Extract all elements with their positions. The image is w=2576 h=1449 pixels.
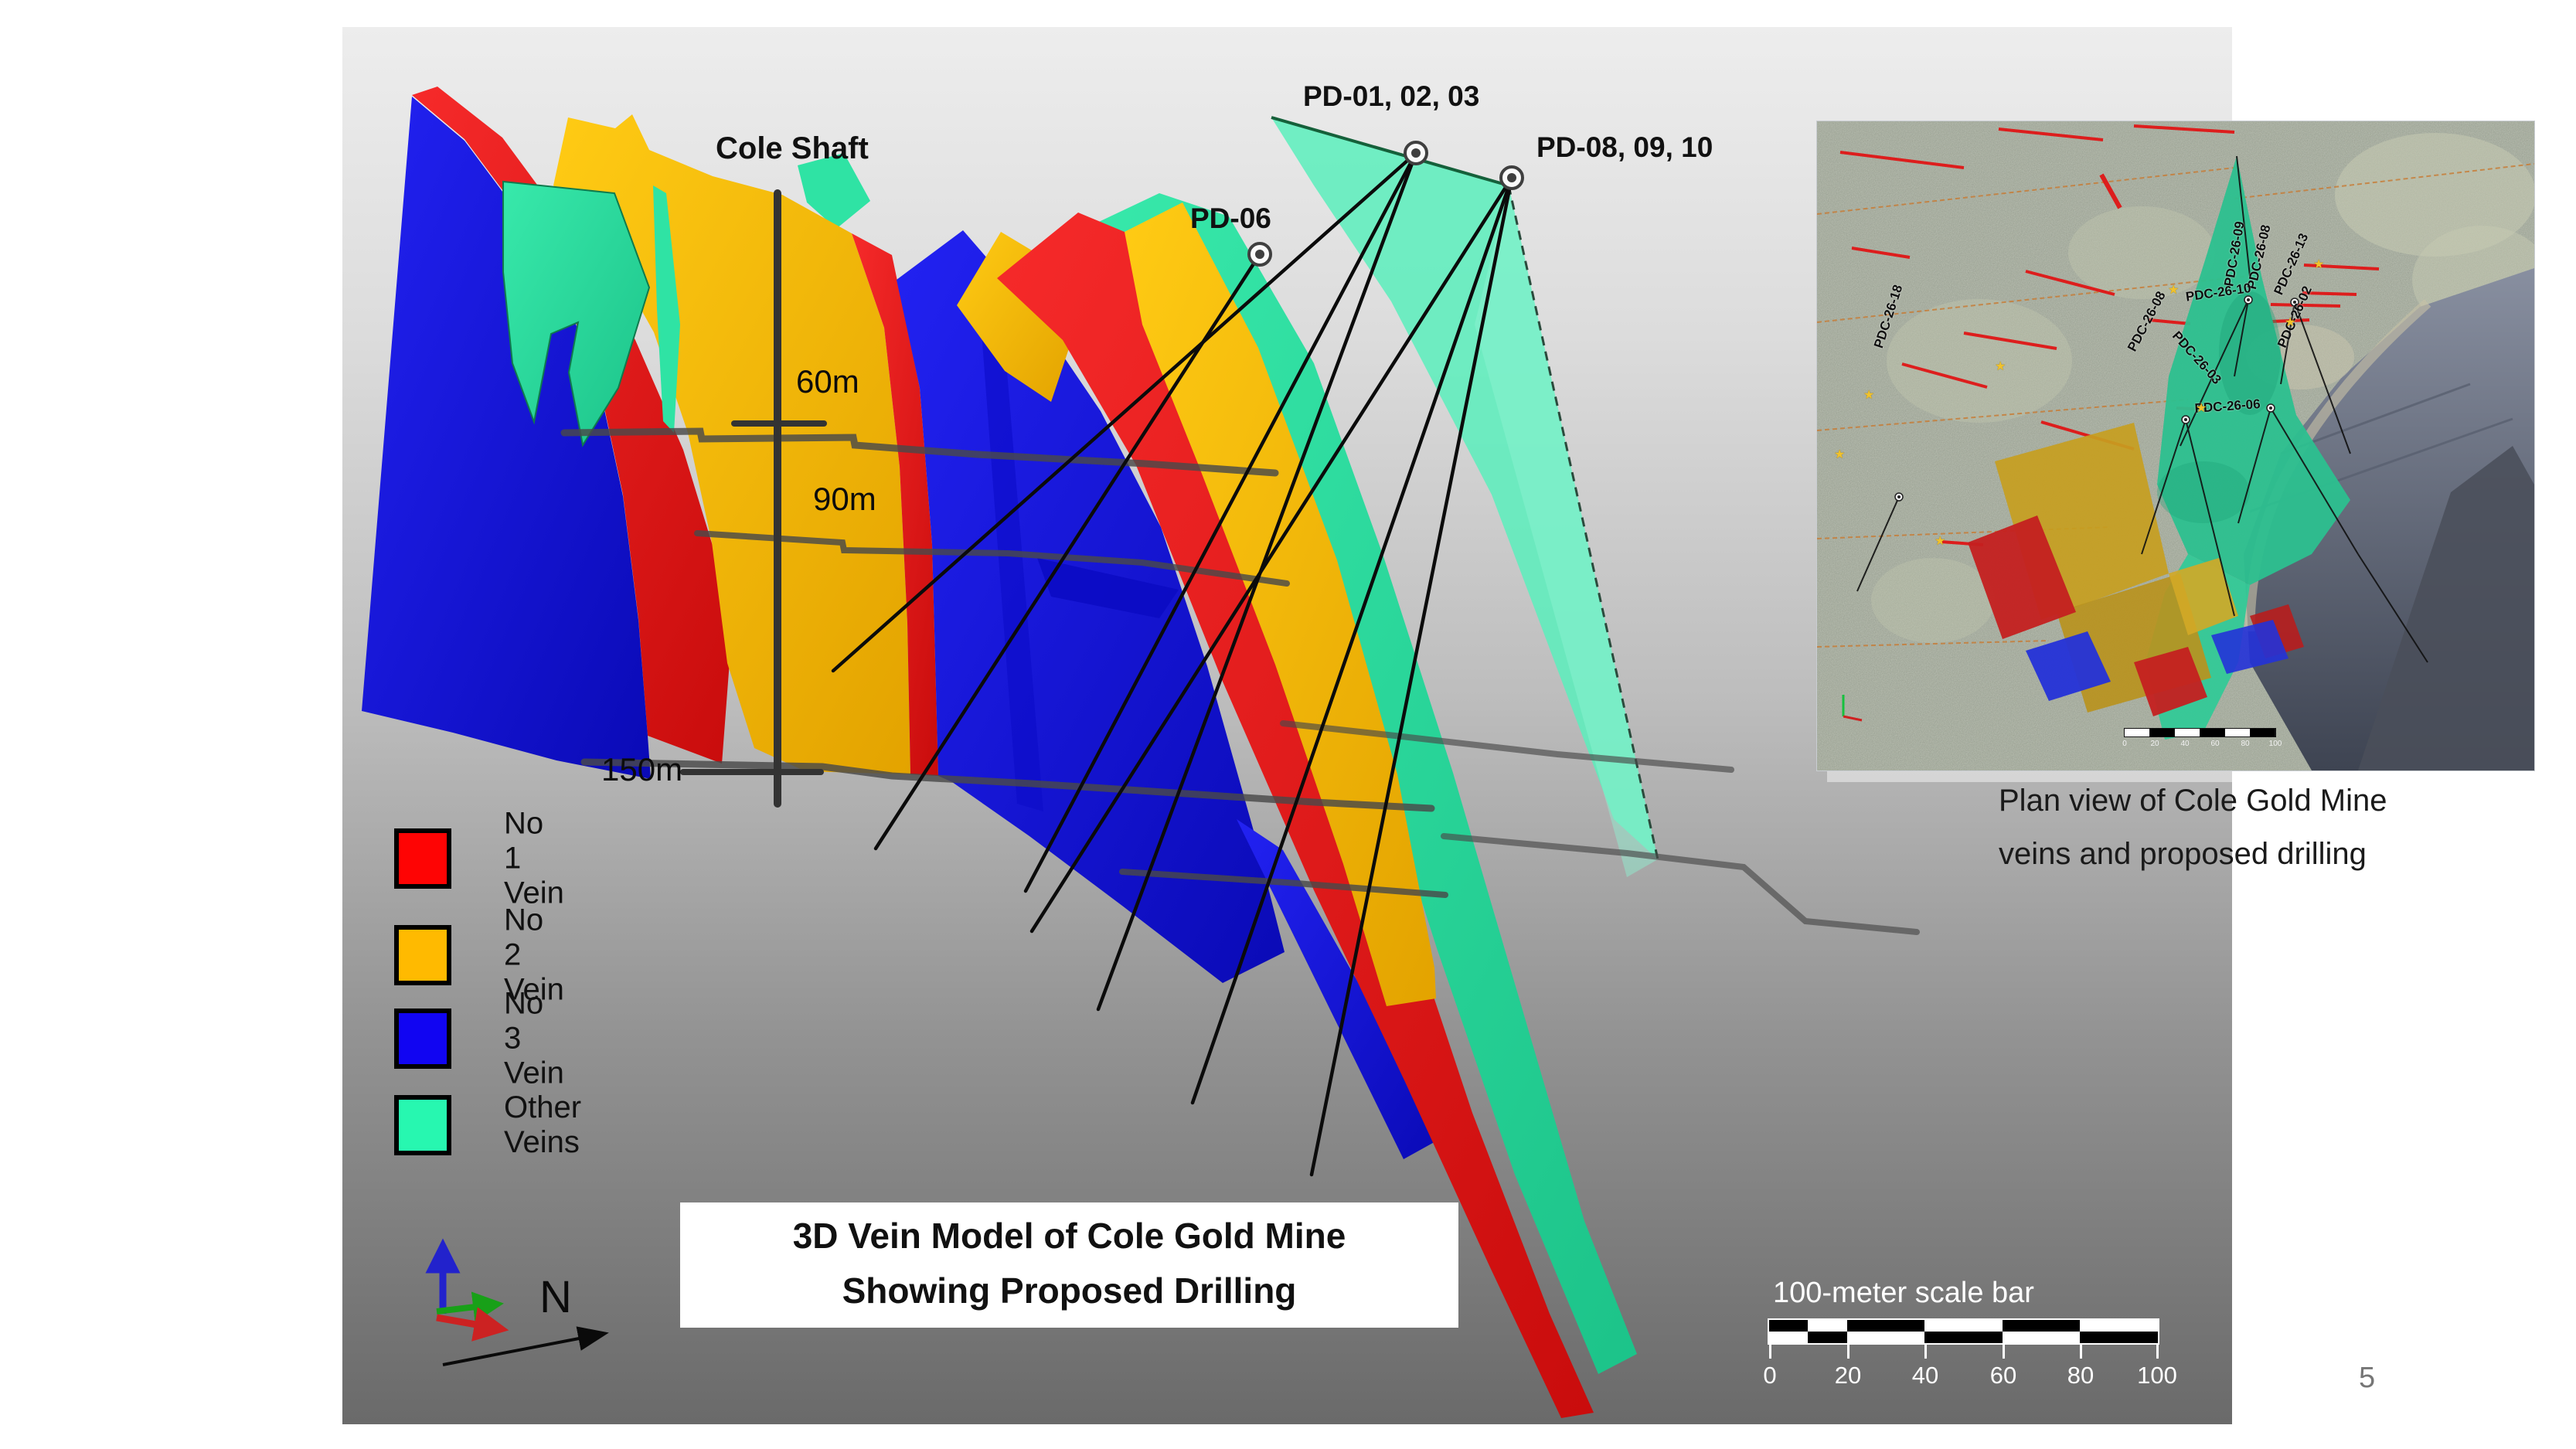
legend-swatch-no3-vein: [394, 1009, 451, 1069]
structure-trace-lines: [1817, 163, 2534, 648]
star-marker: ★: [2285, 316, 2296, 329]
depth-label-90m: 90m: [813, 481, 876, 517]
scale-tick: [2080, 1345, 2082, 1359]
scale-tick-label-20: 20: [1834, 1362, 1862, 1389]
inset-vein-polygons: [1968, 156, 2350, 740]
drill-trace-lines: [831, 151, 1514, 1177]
star-marker: ★: [1995, 360, 2006, 373]
inset-scale-tick-label: 0: [2122, 740, 2127, 748]
north-label: N: [539, 1272, 572, 1322]
legend-label-no1-vein: No 1 Vein: [504, 806, 564, 910]
scale-tick: [1847, 1345, 1849, 1359]
collar-label-pd06: PD-06: [1190, 202, 1271, 234]
depth-label-60m: 60m: [796, 363, 859, 400]
figure-title-line1: 3D Vein Model of Cole Gold Mine: [792, 1216, 1346, 1256]
star-marker: ★: [1834, 448, 1846, 461]
scale-tick-label-0: 0: [1763, 1362, 1777, 1389]
star-marker: ★: [2196, 402, 2207, 415]
inset-collar-markers: [1894, 295, 2299, 502]
axes-triad-icon: [425, 1238, 509, 1342]
star-marker: ★: [1863, 389, 1875, 402]
inset-drill-traces: [1856, 155, 2428, 663]
page-number: 5: [2359, 1362, 2376, 1394]
legend-label-other-veins: Other Veins: [504, 1090, 582, 1159]
inset-scale-tick-label: 100: [2268, 740, 2282, 748]
star-marker: ★: [2168, 284, 2180, 297]
scale-tick: [1924, 1345, 1927, 1359]
legend-label-no3-vein: No 3 Vein: [504, 986, 564, 1090]
inset-scale-tick-label: 80: [2241, 740, 2250, 748]
inset-scale-tick-label: 60: [2210, 740, 2220, 748]
star-marker: ★: [2313, 258, 2325, 271]
figure-title-box: 3D Vein Model of Cole Gold Mine Showing …: [680, 1202, 1458, 1328]
plan-view-inset-map: PDC-26-18 PDC-26-09 PDC-26-08 PDC-26-13 …: [1816, 121, 2535, 771]
north-arrow-icon: [442, 1326, 609, 1366]
mine-level-drifts: [560, 427, 1920, 935]
scale-bar: [1768, 1318, 2159, 1345]
scale-tick: [1769, 1345, 1771, 1359]
figure-title-line2: Showing Proposed Drilling: [842, 1270, 1297, 1311]
scale-bar-label: 100-meter scale bar: [1773, 1277, 2034, 1309]
collar-label-pd080910: PD-08, 09, 10: [1536, 131, 1713, 163]
collar-marker-pd06: [1247, 242, 1272, 267]
inset-scale-bar: [2124, 728, 2276, 737]
collar-marker-pd010203: [1404, 141, 1428, 165]
scale-tick-label-40: 40: [1911, 1362, 1939, 1389]
scale-tick-label-80: 80: [2067, 1362, 2094, 1389]
shaft-label: Cole Shaft: [716, 131, 869, 165]
collar-marker-pd080910: [1499, 165, 1524, 190]
scale-tick-label-100: 100: [2137, 1362, 2177, 1389]
cole-shaft-line: [680, 189, 827, 808]
inset-axes-icon: [1842, 695, 1863, 722]
depth-label-150m: 150m: [601, 751, 683, 787]
scale-tick: [2003, 1345, 2005, 1359]
gray-vein-polygon: [2358, 446, 2534, 770]
inset-caption: Plan view of Cole Gold Mine veins and pr…: [1999, 774, 2387, 881]
legend-label-no2-vein: No 2 Vein: [504, 903, 564, 1007]
inset-map-drawing: [1817, 121, 2534, 770]
inset-caption-line2: veins and proposed drilling: [1999, 837, 2367, 871]
drill-collar-markers: [1247, 141, 1524, 267]
inset-scale-tick-label: 20: [2150, 740, 2159, 748]
legend-swatch-other-veins: [394, 1095, 451, 1155]
star-marker: ★: [1935, 535, 1946, 548]
legend-swatch-no1-vein: [394, 828, 451, 889]
inset-scale-tick-label: 40: [2180, 740, 2190, 748]
inset-caption-line1: Plan view of Cole Gold Mine: [1999, 784, 2387, 818]
legend-swatch-no2-vein: [394, 925, 451, 985]
collar-label-pd010203: PD-01, 02, 03: [1303, 80, 1480, 112]
scale-tick: [2156, 1345, 2159, 1359]
scale-tick-label-60: 60: [1989, 1362, 2017, 1389]
